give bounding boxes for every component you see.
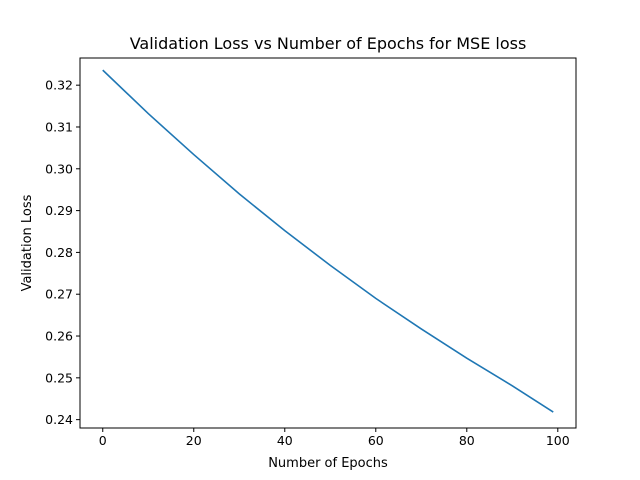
y-axis: 0.24 0.25 0.26 0.27 0.28 0.29 0.30 0.31 0.32	[45, 78, 80, 427]
x-tick-label: 0	[99, 433, 107, 448]
plot-area-frame	[79, 57, 577, 429]
y-tick-label: 0.29	[45, 203, 73, 218]
y-axis-title: Validation Loss	[20, 194, 35, 291]
chart-title: Validation Loss vs Number of Epochs for …	[130, 34, 527, 53]
x-tick-label: 60	[368, 433, 384, 448]
y-tick-label: 0.30	[45, 161, 73, 176]
y-tick-label: 0.31	[45, 119, 73, 134]
y-tick-label: 0.27	[45, 287, 73, 302]
x-tick-label: 100	[546, 433, 570, 448]
x-tick-label: 40	[277, 433, 293, 448]
x-tick-label: 80	[459, 433, 475, 448]
y-tick-label: 0.32	[45, 78, 73, 93]
y-tick-label: 0.25	[45, 370, 73, 385]
x-axis: 0 20 40 60 80 100	[99, 428, 570, 448]
y-tick-label: 0.26	[45, 329, 73, 344]
validation-loss-line	[102, 69, 554, 413]
x-axis-title: Number of Epochs	[268, 456, 388, 471]
x-tick-label: 20	[186, 433, 202, 448]
y-tick-label: 0.28	[45, 245, 73, 260]
y-tick-label: 0.24	[45, 412, 73, 427]
